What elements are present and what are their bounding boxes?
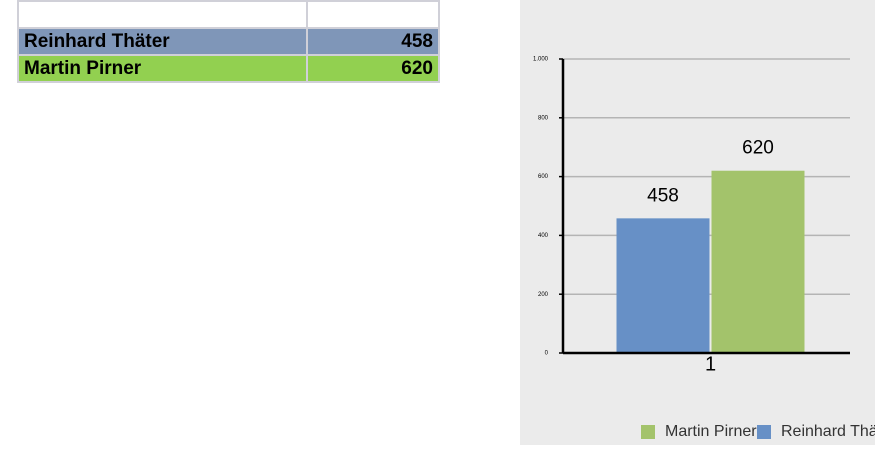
chart: 0 200 400 600 800 1.000 1 458 620 Martin Pirner Re…: [520, 0, 875, 445]
x-tick-label: 1: [705, 353, 716, 375]
y-tick-label: 0: [545, 351, 549, 357]
legend-label: Martin Pirner: [665, 423, 757, 440]
data-label: 620: [742, 138, 774, 159]
cell: Reinhard Thäter: [17, 27, 308, 56]
legend-label: Reinhard Thäter: [781, 423, 875, 440]
y-tick-label: 1.000: [533, 57, 549, 63]
legend-swatch: [641, 425, 655, 439]
cell: [17, 0, 308, 29]
cell: [306, 0, 440, 29]
y-tick-label: 800: [538, 115, 549, 121]
data-table: Reinhard Thäter 458 Martin Pirner 620: [17, 0, 440, 83]
row: Reinhard Thäter 458: [17, 27, 440, 56]
data-label: 458: [647, 185, 679, 206]
y-tick-label: 200: [538, 292, 549, 298]
legend-swatch: [757, 425, 771, 439]
cell: 620: [306, 54, 440, 83]
row: Martin Pirner 620: [17, 54, 440, 83]
bar: [616, 218, 710, 353]
cell: 458: [306, 27, 440, 56]
header-row: [17, 0, 440, 29]
cell: Martin Pirner: [17, 54, 308, 83]
y-tick-label: 600: [538, 174, 549, 180]
y-tick-label: 400: [538, 233, 549, 239]
bar: [711, 170, 805, 353]
